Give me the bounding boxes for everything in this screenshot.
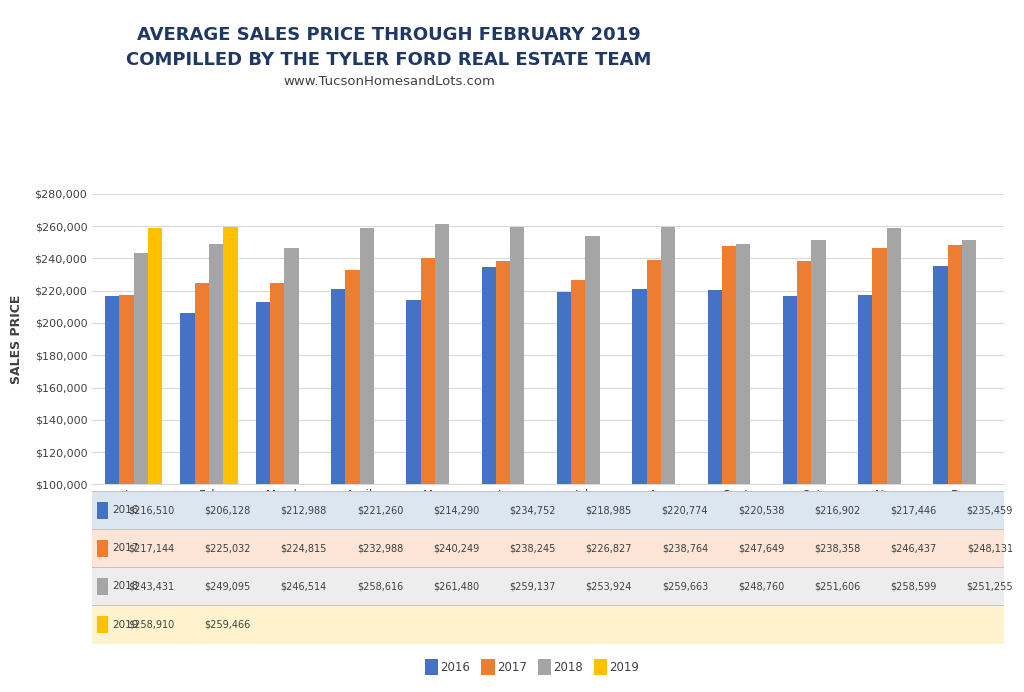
Bar (632, 289, 646, 646)
Text: $234,752: $234,752 (509, 505, 556, 516)
Text: 2017: 2017 (497, 661, 526, 673)
Text: $243,431: $243,431 (128, 581, 174, 592)
Text: $226,827: $226,827 (586, 543, 632, 554)
Text: $258,599: $258,599 (891, 581, 937, 592)
Text: $253,924: $253,924 (586, 581, 632, 592)
Bar (92, 491, 1004, 529)
Text: $259,466: $259,466 (205, 619, 251, 630)
Text: AVERAGE SALES PRICE THROUGH FEBRUARY 2019: AVERAGE SALES PRICE THROUGH FEBRUARY 201… (137, 26, 641, 44)
Bar (195, 282, 209, 646)
Text: $258,616: $258,616 (357, 581, 403, 592)
Text: $224,815: $224,815 (281, 543, 327, 554)
Bar (133, 253, 147, 646)
Text: $259,663: $259,663 (662, 581, 708, 592)
Text: www.TucsonHomesandLots.com: www.TucsonHomesandLots.com (284, 75, 495, 88)
Bar (96, 502, 108, 519)
Bar (571, 280, 586, 646)
Text: $248,131: $248,131 (967, 543, 1013, 554)
Bar (421, 258, 435, 646)
Bar (481, 267, 496, 646)
Y-axis label: SALES PRICE: SALES PRICE (10, 294, 24, 384)
Bar (722, 246, 736, 646)
Text: 2019: 2019 (113, 619, 138, 630)
Bar (646, 260, 660, 646)
Text: $248,760: $248,760 (738, 581, 784, 592)
Text: 2018: 2018 (553, 661, 583, 673)
Text: $212,988: $212,988 (281, 505, 327, 516)
Text: $246,437: $246,437 (891, 543, 937, 554)
Bar (331, 289, 345, 646)
Bar (345, 270, 359, 646)
Bar (872, 248, 887, 646)
Bar (209, 244, 223, 646)
Bar (496, 261, 510, 646)
Bar (96, 578, 108, 595)
Text: 2017: 2017 (113, 543, 138, 554)
Bar (96, 540, 108, 557)
Bar (147, 228, 162, 646)
Bar (858, 295, 872, 646)
Text: $240,249: $240,249 (433, 543, 479, 554)
Text: $238,358: $238,358 (814, 543, 860, 554)
Bar (797, 261, 811, 646)
Bar (557, 292, 571, 646)
Text: $217,144: $217,144 (128, 543, 174, 554)
Bar (510, 228, 524, 646)
Bar (223, 227, 238, 646)
Text: $216,510: $216,510 (128, 505, 174, 516)
Text: $235,459: $235,459 (967, 505, 1013, 516)
Bar (811, 239, 825, 646)
Bar (285, 248, 299, 646)
Bar (963, 240, 977, 646)
Text: $259,137: $259,137 (509, 581, 556, 592)
Bar (359, 228, 374, 646)
Bar (948, 245, 963, 646)
Text: $238,764: $238,764 (662, 543, 708, 554)
Bar (256, 302, 270, 646)
Bar (660, 226, 675, 646)
Bar (119, 295, 133, 646)
Bar (435, 224, 450, 646)
Text: $220,538: $220,538 (738, 505, 784, 516)
Text: 2016: 2016 (113, 505, 138, 516)
Bar (736, 244, 751, 646)
Text: $261,480: $261,480 (433, 581, 479, 592)
Text: $249,095: $249,095 (205, 581, 251, 592)
Text: COMPILLED BY THE TYLER FORD REAL ESTATE TEAM: COMPILLED BY THE TYLER FORD REAL ESTATE … (126, 51, 652, 69)
Bar (708, 290, 722, 646)
Text: $206,128: $206,128 (205, 505, 251, 516)
Text: $238,245: $238,245 (509, 543, 556, 554)
Text: $214,290: $214,290 (433, 505, 479, 516)
Text: $225,032: $225,032 (205, 543, 251, 554)
Text: 2016: 2016 (440, 661, 470, 673)
Bar (407, 300, 421, 646)
Bar (92, 606, 1004, 644)
Bar (96, 616, 108, 633)
Bar (934, 266, 948, 646)
Text: $216,902: $216,902 (814, 505, 860, 516)
Text: 2019: 2019 (609, 661, 639, 673)
Bar (270, 283, 285, 646)
Text: $247,649: $247,649 (738, 543, 784, 554)
Text: $217,446: $217,446 (891, 505, 937, 516)
Bar (180, 313, 195, 646)
Bar (887, 228, 901, 646)
Bar (782, 295, 797, 646)
Text: $218,985: $218,985 (586, 505, 632, 516)
Text: $251,606: $251,606 (814, 581, 860, 592)
Text: $258,910: $258,910 (128, 619, 174, 630)
Bar (105, 296, 119, 646)
Text: $251,255: $251,255 (967, 581, 1013, 592)
Text: $221,260: $221,260 (357, 505, 403, 516)
Text: $220,774: $220,774 (662, 505, 709, 516)
Bar (92, 529, 1004, 567)
Bar (586, 236, 600, 646)
Bar (92, 567, 1004, 606)
Text: $232,988: $232,988 (357, 543, 403, 554)
Text: $246,514: $246,514 (281, 581, 327, 592)
Text: 2018: 2018 (113, 581, 138, 592)
